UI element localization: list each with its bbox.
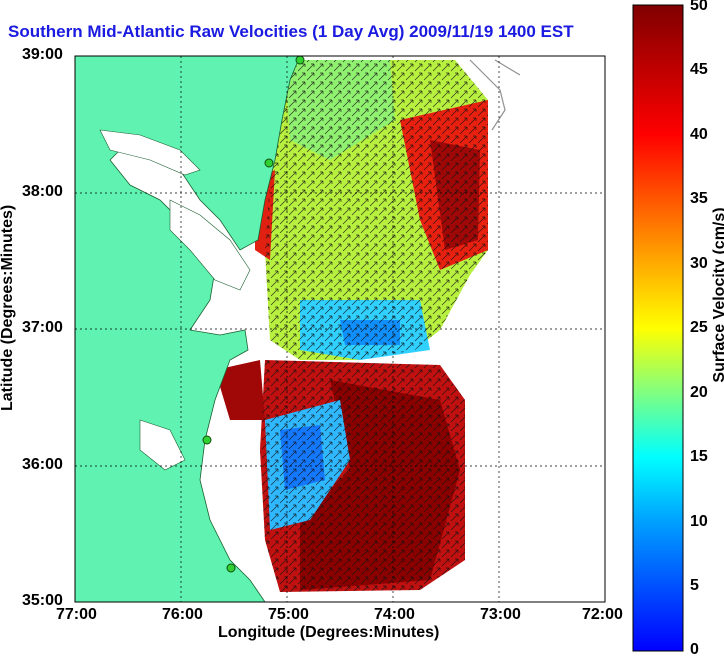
land-mass — [75, 56, 301, 602]
colorbar-tick-label: 5 — [690, 577, 699, 594]
colorbar-tick-label: 20 — [690, 384, 708, 401]
colorbar-tick-label: 25 — [690, 319, 708, 336]
x-tick-label: 77:00 — [56, 606, 97, 623]
velocity-field — [215, 60, 488, 592]
y-tick-label: 39:00 — [22, 46, 63, 63]
grid-lines — [75, 56, 605, 602]
station-marker — [202, 435, 212, 445]
y-tick-label: 38:00 — [22, 183, 63, 200]
x-tick-label: 72:00 — [582, 606, 623, 623]
x-tick-label: 75:00 — [268, 606, 309, 623]
station-marker — [226, 563, 236, 573]
x-axis-label: Longitude (Degrees:Minutes) — [218, 624, 440, 641]
y-axis-label: Latitude (Degrees:Minutes) — [0, 204, 16, 411]
colorbar-tick-label: 10 — [690, 513, 708, 530]
x-tick-label: 76:00 — [162, 606, 203, 623]
x-tick-label: 73:00 — [480, 606, 521, 623]
y-tick-label: 35:00 — [22, 592, 63, 609]
colorbar-tick-label: 30 — [690, 255, 708, 272]
colorbar-tick-label: 40 — [690, 126, 708, 143]
x-tick-label: 74:00 — [374, 606, 415, 623]
y-tick-label: 36:00 — [22, 456, 63, 473]
colorbar-label: Surface Velocity (cm/s) — [711, 207, 724, 383]
colorbar — [632, 4, 684, 652]
colorbar-tick-label: 0 — [690, 641, 699, 658]
colorbar-tick-label: 15 — [690, 448, 708, 465]
colorbar-tick-label: 45 — [690, 61, 708, 78]
y-tick-label: 37:00 — [22, 319, 63, 336]
colorbar-tick-label: 50 — [690, 0, 708, 14]
station-marker — [264, 158, 274, 168]
station-marker — [295, 56, 305, 65]
map-title: Southern Mid-Atlantic Raw Velocities (1 … — [8, 22, 574, 41]
colorbar-tick-label: 35 — [690, 190, 708, 207]
